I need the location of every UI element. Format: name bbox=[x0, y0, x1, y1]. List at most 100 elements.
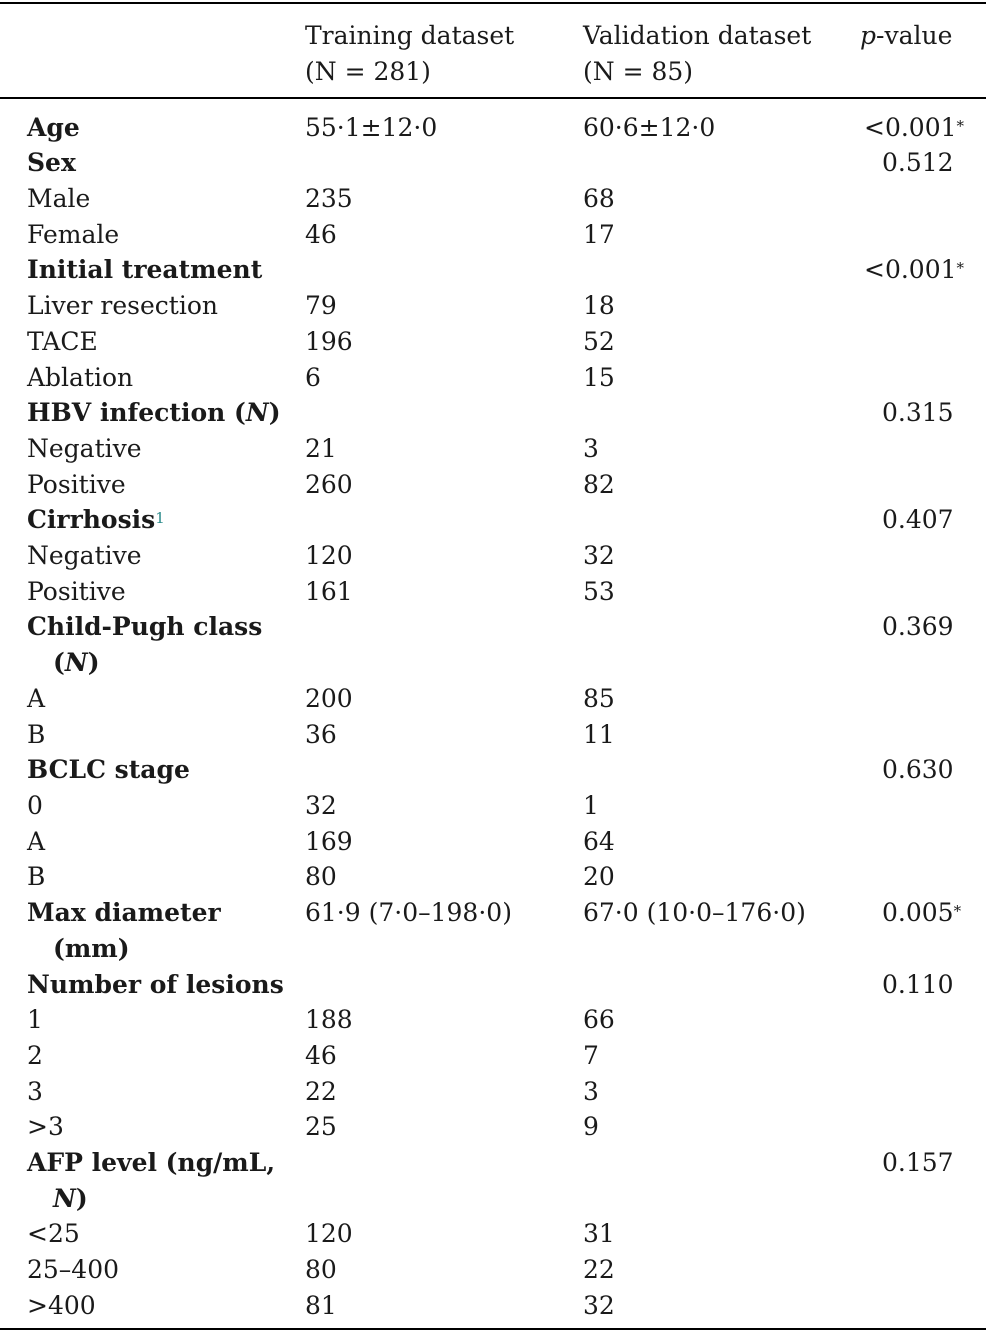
row-label: BCLC stage bbox=[27, 755, 190, 784]
cell-training: 169 bbox=[305, 827, 353, 856]
row-label: B bbox=[27, 862, 46, 891]
cell-validation: 1 bbox=[583, 791, 599, 820]
row-label: Negative bbox=[27, 541, 142, 570]
row-label: B bbox=[27, 720, 46, 749]
cell-validation: 68 bbox=[583, 184, 615, 213]
cell-validation: 32 bbox=[583, 541, 615, 570]
header-validation-title: Validation dataset bbox=[583, 21, 812, 50]
row-label-n: N bbox=[245, 398, 269, 427]
cell-training: 120 bbox=[305, 1219, 353, 1248]
row-label: TACE bbox=[27, 327, 98, 356]
cell-validation: 15 bbox=[583, 363, 615, 392]
cell-p-value: 0.407 bbox=[882, 505, 954, 534]
row-label: Initial treatment bbox=[27, 255, 263, 284]
cell-p-value: 0.005* bbox=[882, 895, 986, 931]
cell-validation: 31 bbox=[583, 1219, 615, 1248]
row-label: Child-Pugh class bbox=[27, 612, 263, 641]
cell-training: 21 bbox=[305, 434, 337, 463]
cell-validation: 53 bbox=[583, 577, 615, 606]
row-label: 0 bbox=[27, 791, 43, 820]
row-label: Positive bbox=[27, 470, 126, 499]
header-training-n: (N = 281) bbox=[305, 57, 431, 86]
row-label-continuation: N) bbox=[53, 1181, 88, 1217]
table-row: AFP level (ng/mL, N) 0.157 bbox=[0, 1145, 986, 1217]
cell-validation: 3 bbox=[583, 434, 599, 463]
cont-open: ( bbox=[53, 648, 65, 677]
cont-n: N bbox=[64, 648, 88, 677]
cell-p-value: 0.315 bbox=[882, 398, 954, 427]
p-value-text: 0.005 bbox=[882, 898, 954, 927]
cell-validation: 17 bbox=[583, 220, 615, 249]
cell-training: 80 bbox=[305, 862, 337, 891]
cell-validation: 85 bbox=[583, 684, 615, 713]
row-label: Negative bbox=[27, 434, 142, 463]
cell-validation: 9 bbox=[583, 1112, 599, 1141]
row-label: 1 bbox=[27, 1005, 43, 1034]
cell-training: 46 bbox=[305, 1041, 337, 1070]
cell-training: 55·1±12·0 bbox=[305, 113, 438, 142]
row-label-close: ) bbox=[268, 398, 281, 427]
row-label: A bbox=[27, 827, 46, 856]
significance-marker: * bbox=[953, 902, 962, 920]
header-p-italic: p bbox=[860, 21, 877, 50]
cell-training: 260 bbox=[305, 470, 353, 499]
cell-training: 79 bbox=[305, 291, 337, 320]
cell-training: 200 bbox=[305, 684, 353, 713]
cell-validation: 67·0 (10·0–176·0) bbox=[583, 898, 806, 927]
cell-training: 6 bbox=[305, 363, 321, 392]
cell-p-value: 0.110 bbox=[882, 970, 954, 999]
cell-training: 81 bbox=[305, 1291, 337, 1320]
cell-training: 161 bbox=[305, 577, 353, 606]
cell-validation: 66 bbox=[583, 1005, 615, 1034]
header-validation-n: (N = 85) bbox=[583, 57, 694, 86]
row-label: 2 bbox=[27, 1041, 43, 1070]
row-label: Female bbox=[27, 220, 120, 249]
cell-training: 25 bbox=[305, 1112, 337, 1141]
cell-validation: 82 bbox=[583, 470, 615, 499]
header-p-rest: -value bbox=[876, 21, 953, 50]
p-value-text: <0.001 bbox=[864, 113, 957, 142]
row-label: >3 bbox=[27, 1112, 64, 1141]
table-row: Max diameter (mm) 61·9 (7·0–198·0) 67·0 … bbox=[0, 895, 986, 967]
row-label: >400 bbox=[27, 1291, 96, 1320]
cell-validation: 11 bbox=[583, 720, 615, 749]
row-label-text: HBV infection ( bbox=[27, 398, 246, 427]
table-top-rule bbox=[0, 2, 986, 4]
cell-validation: 64 bbox=[583, 827, 615, 856]
cell-validation: 7 bbox=[583, 1041, 599, 1070]
row-label: AFP level (ng/mL, bbox=[27, 1148, 276, 1177]
row-label: Age bbox=[27, 113, 80, 142]
cell-p-value: <0.001* bbox=[864, 252, 974, 288]
row-label: Sex bbox=[27, 148, 76, 177]
cont-n: N bbox=[53, 1184, 76, 1213]
cell-training: 235 bbox=[305, 184, 353, 213]
cell-training: 32 bbox=[305, 791, 337, 820]
cell-p-value: 0.512 bbox=[882, 148, 954, 177]
header-validation: Validation dataset (N = 85) bbox=[583, 18, 811, 90]
cell-training: 22 bbox=[305, 1077, 337, 1106]
row-label: Male bbox=[27, 184, 91, 213]
footnote-marker[interactable]: 1 bbox=[155, 509, 165, 527]
cell-p-value: 0.369 bbox=[882, 612, 954, 641]
cell-validation: 18 bbox=[583, 291, 615, 320]
row-label: Positive bbox=[27, 577, 126, 606]
row-label: Number of lesions bbox=[27, 970, 284, 999]
significance-marker: * bbox=[956, 117, 965, 135]
row-label: Liver resection bbox=[27, 291, 218, 320]
row-label: Max diameter bbox=[27, 898, 221, 927]
header-training-title: Training dataset bbox=[305, 21, 515, 50]
row-label-continuation: (N) bbox=[53, 645, 100, 681]
cell-validation: 3 bbox=[583, 1077, 599, 1106]
table-row: Child-Pugh class (N) 0.369 bbox=[0, 609, 986, 681]
cont-close: ) bbox=[75, 1184, 88, 1213]
row-label: Cirrhosis1 bbox=[27, 502, 165, 538]
cell-validation: 60·6±12·0 bbox=[583, 113, 716, 142]
row-label: 25–400 bbox=[27, 1255, 120, 1284]
cont-close: ) bbox=[87, 648, 100, 677]
cell-validation: 52 bbox=[583, 327, 615, 356]
row-label: HBV infection (N) bbox=[27, 395, 281, 431]
cell-training: 80 bbox=[305, 1255, 337, 1284]
row-label: 3 bbox=[27, 1077, 43, 1106]
cell-training: 61·9 (7·0–198·0) bbox=[305, 898, 512, 927]
cell-training: 46 bbox=[305, 220, 337, 249]
